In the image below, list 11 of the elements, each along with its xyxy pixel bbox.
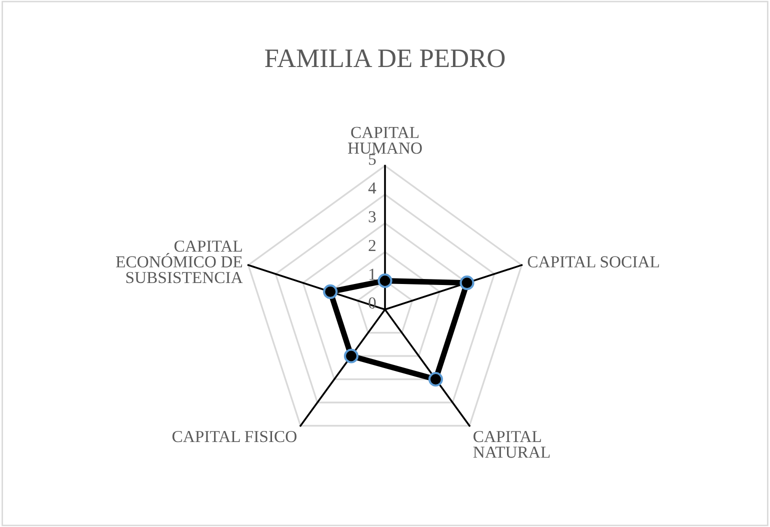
spoke-label: CAPITAL HUMANO xyxy=(348,126,422,154)
y-tick-label: 2 xyxy=(368,240,376,251)
spoke-label: CAPITAL ECONÓMICO DE SUBSISTENCIA xyxy=(116,240,243,284)
spoke-label: CAPITAL NATURAL xyxy=(473,430,550,458)
y-tick-label: 5 xyxy=(369,154,376,165)
y-tick-label: 4 xyxy=(368,182,376,194)
y-tick-label: 3 xyxy=(368,211,376,222)
y-tick-label: 1 xyxy=(370,268,376,280)
spoke-label: CAPITAL FISICO xyxy=(172,430,296,442)
chart-title: FAMILIA DE PEDRO xyxy=(265,49,505,68)
spoke-label: CAPITAL SOCIAL xyxy=(528,256,659,268)
